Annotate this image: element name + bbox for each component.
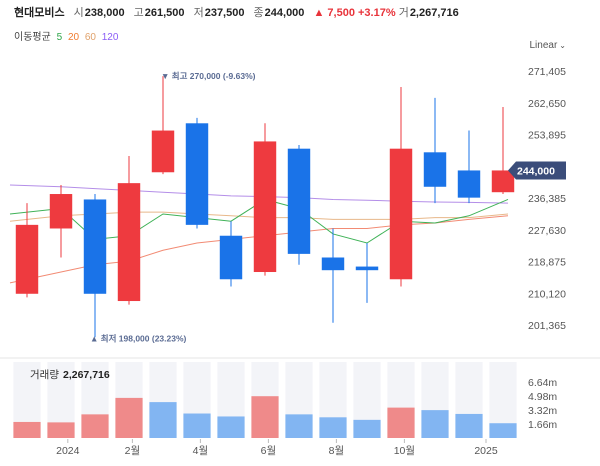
volume-bar bbox=[47, 422, 75, 438]
volume-slot-bg bbox=[13, 362, 41, 438]
y-tick-label: 271,405 bbox=[528, 66, 566, 78]
volume-tick-label: 3.32m bbox=[528, 405, 557, 417]
moving-average-legend[interactable]: 이동평균 5 20 60 120 bbox=[14, 28, 118, 43]
ma120-legend: 120 bbox=[101, 32, 119, 43]
volume-tick-label: 4.98m bbox=[528, 391, 557, 403]
y-tick-label: 236,385 bbox=[528, 193, 566, 205]
volume-slot-bg bbox=[455, 362, 483, 438]
volume-bar bbox=[13, 421, 41, 438]
volume-slot-bg bbox=[115, 362, 143, 438]
price-change: ▲ 7,500 +3.17% bbox=[313, 7, 396, 19]
ma60-legend: 60 bbox=[84, 32, 96, 43]
volume-slot-bg bbox=[149, 362, 177, 438]
low-label: 저 bbox=[193, 7, 204, 19]
volume-bar bbox=[149, 402, 177, 438]
candle-body bbox=[49, 194, 73, 229]
volume-bar bbox=[251, 396, 279, 438]
x-tick-label: 2025 bbox=[474, 445, 498, 457]
volume-slot-bg bbox=[285, 362, 313, 438]
ma60-line bbox=[9, 211, 509, 222]
volume-title: 거래량 bbox=[30, 369, 59, 381]
open-label: 시 bbox=[73, 7, 84, 19]
candle-body bbox=[321, 257, 345, 271]
open-price: 238,000 bbox=[84, 7, 125, 19]
candle-body bbox=[457, 170, 481, 198]
candle-body bbox=[219, 235, 243, 280]
volume-slot-bg bbox=[81, 362, 109, 438]
volume-bar bbox=[455, 413, 483, 438]
volume-slot-bg bbox=[183, 362, 211, 438]
y-tick-label: 262,650 bbox=[528, 98, 566, 110]
ma120-line bbox=[9, 184, 509, 204]
stock-name: 현대모비스 bbox=[14, 7, 65, 19]
ma5-line bbox=[9, 198, 509, 244]
x-tick-label: 8월 bbox=[329, 445, 345, 457]
min-price-marker: ▲ 최저 198,000 (23.23%) bbox=[90, 333, 187, 343]
x-tick-label: 2월 bbox=[125, 445, 141, 457]
current-price-tag bbox=[508, 161, 566, 180]
y-tick-label: 218,875 bbox=[528, 257, 566, 269]
y-tick-label: 227,630 bbox=[528, 225, 566, 237]
volume-bar bbox=[353, 419, 381, 438]
volume-tick-label: 1.66m bbox=[528, 419, 557, 431]
current-price-label: 244,000 bbox=[517, 165, 555, 177]
x-tick-label: 6월 bbox=[261, 445, 277, 457]
candle-body bbox=[389, 148, 413, 280]
volume-slot-bg bbox=[387, 362, 415, 438]
volume-bar bbox=[421, 410, 449, 438]
ma20-line bbox=[9, 215, 509, 284]
high-price: 261,500 bbox=[144, 7, 185, 19]
low-price: 237,500 bbox=[204, 7, 245, 19]
ma20-legend: 20 bbox=[67, 32, 80, 43]
volume-slot-bg bbox=[353, 362, 381, 438]
x-tick-label: 4월 bbox=[193, 445, 209, 457]
volume-slot-bg bbox=[489, 362, 517, 438]
volume-bar bbox=[81, 414, 109, 438]
y-tick-label: 210,120 bbox=[528, 288, 566, 300]
volume-slot-bg bbox=[251, 362, 279, 438]
candle-body bbox=[151, 130, 175, 173]
volume-slot-bg bbox=[319, 362, 347, 438]
close-price: 244,000 bbox=[264, 7, 305, 19]
ma5-legend: 5 bbox=[56, 32, 63, 43]
volume-total: 2,267,716 bbox=[63, 369, 110, 381]
volume-label: 거 bbox=[398, 7, 409, 19]
chevron-down-icon: ⌄ bbox=[559, 41, 566, 50]
volume-bar bbox=[387, 407, 415, 438]
scale-mode-label: Linear bbox=[529, 40, 558, 51]
volume-bar bbox=[285, 414, 313, 438]
volume-bar bbox=[217, 416, 245, 438]
candle-body bbox=[253, 141, 277, 273]
close-label: 종 bbox=[253, 7, 264, 19]
volume-bar bbox=[183, 413, 211, 438]
candle-body bbox=[491, 170, 515, 193]
candle-body bbox=[423, 152, 447, 187]
moving-average-label: 이동평균 bbox=[14, 32, 51, 43]
volume-slot-bg bbox=[421, 362, 449, 438]
y-tick-label: 201,365 bbox=[528, 320, 566, 332]
candle-body bbox=[117, 183, 141, 302]
high-label: 고 bbox=[133, 7, 144, 19]
x-tick-label: 2024 bbox=[56, 445, 80, 457]
max-price-marker: ▼ 최고 270,000 (-9.63%) bbox=[161, 71, 256, 81]
candle-body bbox=[15, 224, 39, 294]
volume-bar bbox=[489, 423, 517, 438]
scale-mode-dropdown[interactable]: Linear ⌄ bbox=[529, 40, 566, 51]
volume-tick-label: 6.64m bbox=[528, 377, 557, 389]
price-summary-header: 현대모비스 시238,000 고261,500 저237,500 종244,00… bbox=[14, 4, 465, 20]
candle-body bbox=[287, 148, 311, 254]
candle-body bbox=[83, 199, 107, 294]
y-tick-label: 253,895 bbox=[528, 130, 566, 142]
volume-slot-bg bbox=[47, 362, 75, 438]
volume-slot-bg bbox=[217, 362, 245, 438]
volume-value: 2,267,716 bbox=[409, 7, 459, 19]
volume-bar bbox=[115, 397, 143, 438]
candle-body bbox=[185, 123, 209, 225]
volume-bar bbox=[319, 417, 347, 438]
candle-body bbox=[355, 266, 379, 271]
x-tick-label: 10월 bbox=[394, 445, 415, 457]
